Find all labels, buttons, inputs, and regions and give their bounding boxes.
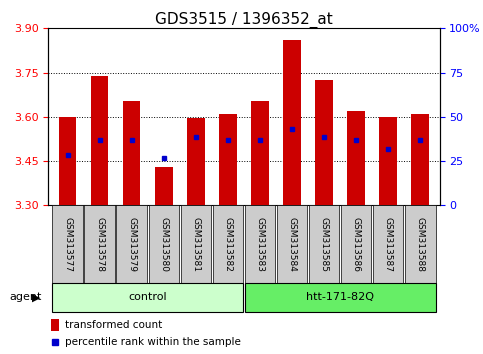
Bar <box>85 205 115 283</box>
Text: GSM313582: GSM313582 <box>223 217 232 272</box>
Text: GSM313588: GSM313588 <box>416 217 425 272</box>
Bar <box>213 205 243 283</box>
Bar <box>155 167 172 205</box>
Text: percentile rank within the sample: percentile rank within the sample <box>65 337 241 347</box>
Bar <box>309 205 340 283</box>
Bar <box>52 283 243 312</box>
Text: GSM313577: GSM313577 <box>63 217 72 272</box>
Bar <box>283 40 301 205</box>
Text: GSM313580: GSM313580 <box>159 217 168 272</box>
Text: GSM313583: GSM313583 <box>256 217 265 272</box>
Bar <box>245 205 275 283</box>
Text: transformed count: transformed count <box>65 320 162 330</box>
Bar <box>187 118 205 205</box>
Bar <box>341 205 371 283</box>
Bar <box>181 205 211 283</box>
Bar <box>91 75 108 205</box>
Bar <box>219 114 237 205</box>
Bar <box>251 101 269 205</box>
Bar <box>116 205 147 283</box>
Text: htt-171-82Q: htt-171-82Q <box>306 292 374 302</box>
Bar <box>347 111 365 205</box>
Text: GSM313578: GSM313578 <box>95 217 104 272</box>
Title: GDS3515 / 1396352_at: GDS3515 / 1396352_at <box>155 12 333 28</box>
Bar <box>148 205 179 283</box>
Text: GSM313579: GSM313579 <box>127 217 136 272</box>
Bar <box>405 205 436 283</box>
Bar <box>51 319 59 331</box>
Text: control: control <box>128 292 167 302</box>
Bar <box>380 117 397 205</box>
Bar <box>59 117 76 205</box>
Bar <box>52 205 83 283</box>
Text: GSM313587: GSM313587 <box>384 217 393 272</box>
Bar <box>277 205 307 283</box>
Bar <box>412 114 429 205</box>
Bar <box>373 205 403 283</box>
Text: ▶: ▶ <box>32 292 41 302</box>
Bar <box>245 283 436 312</box>
Text: GSM313586: GSM313586 <box>352 217 361 272</box>
Text: agent: agent <box>10 292 42 302</box>
Bar <box>123 101 141 205</box>
Text: GSM313584: GSM313584 <box>287 217 297 272</box>
Text: GSM313581: GSM313581 <box>191 217 200 272</box>
Bar <box>315 80 333 205</box>
Text: GSM313585: GSM313585 <box>320 217 328 272</box>
